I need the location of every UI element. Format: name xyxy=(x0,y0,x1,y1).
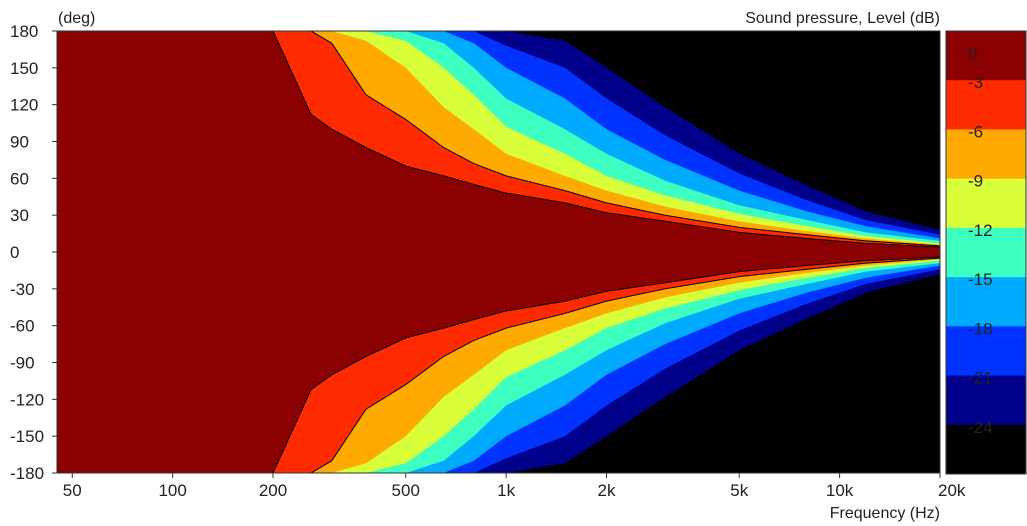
colorbar: 0 -3 -6 -9 -12 -15 -18 -21 -24 xyxy=(945,30,1027,475)
y-tick-label: -120 xyxy=(10,390,44,409)
y-tick-label: 0 xyxy=(10,243,19,262)
colorbar-title: Sound pressure, Level (dB) xyxy=(745,10,940,27)
colorbar-swatch xyxy=(946,227,1026,278)
x-tick-label: 1k xyxy=(497,481,515,500)
x-tick-label: 20k xyxy=(938,481,966,500)
x-axis: 50 100 200 500 1k 2k 5k 10k 20k xyxy=(63,473,966,500)
colorbar-swatch xyxy=(946,326,1026,377)
colorbar-label: 0 xyxy=(968,44,977,63)
y-tick-label: 150 xyxy=(10,59,38,78)
x-tick-label: 500 xyxy=(392,481,420,500)
y-tick-label: -150 xyxy=(10,427,44,446)
colorbar-label: -15 xyxy=(968,270,993,289)
colorbar-label: -18 xyxy=(968,319,993,338)
y-tick-label: -90 xyxy=(10,354,35,373)
contour-band--3dB xyxy=(57,31,940,473)
colorbar-swatch xyxy=(946,129,1026,180)
colorbar-swatch xyxy=(946,277,1026,327)
contour-line--6dB-upper xyxy=(57,31,940,247)
colorbar-label: -21 xyxy=(968,369,993,388)
y-unit-label: (deg) xyxy=(58,10,95,27)
colorbar-swatch xyxy=(946,424,1026,475)
y-tick-label: 90 xyxy=(10,133,29,152)
y-tick-label: 120 xyxy=(10,96,38,115)
contour-line--6dB-lower xyxy=(57,257,940,473)
y-tick-label: 60 xyxy=(10,169,29,188)
colorbar-label: -12 xyxy=(968,221,993,240)
contour-lines xyxy=(57,31,940,473)
x-tick-label: 2k xyxy=(598,481,616,500)
colorbar-swatch xyxy=(946,31,1026,81)
x-tick-label: 200 xyxy=(259,481,287,500)
x-tick-label: 10k xyxy=(826,481,854,500)
y-tick-label: -60 xyxy=(10,317,35,336)
y-tick-label: -180 xyxy=(10,464,44,483)
y-tick-label: 30 xyxy=(10,206,29,225)
colorbar-label: -3 xyxy=(968,73,983,92)
contour-line--3dB-upper xyxy=(57,31,940,248)
x-axis-label: Frequency (Hz) xyxy=(830,505,940,522)
contour-line--3dB-lower xyxy=(57,256,940,473)
colorbar-frame xyxy=(945,30,1027,475)
colorbar-label: -24 xyxy=(968,418,993,437)
y-tick-label: -30 xyxy=(10,280,35,299)
colorbar-label: -6 xyxy=(968,122,983,141)
y-tick-label: 180 xyxy=(10,22,38,41)
colorbar-swatch xyxy=(946,375,1026,426)
colorbar-swatch xyxy=(946,178,1026,229)
x-tick-label: 50 xyxy=(63,481,82,500)
colorbar-label: -9 xyxy=(968,172,983,191)
contour-bands xyxy=(57,31,940,473)
x-tick-label: 5k xyxy=(730,481,748,500)
y-axis: 180 150 120 90 60 30 0 -30 -60 -90 -120 -150 -180 xyxy=(10,22,57,483)
colorbar-swatch xyxy=(946,80,1026,130)
x-tick-label: 100 xyxy=(158,481,186,500)
